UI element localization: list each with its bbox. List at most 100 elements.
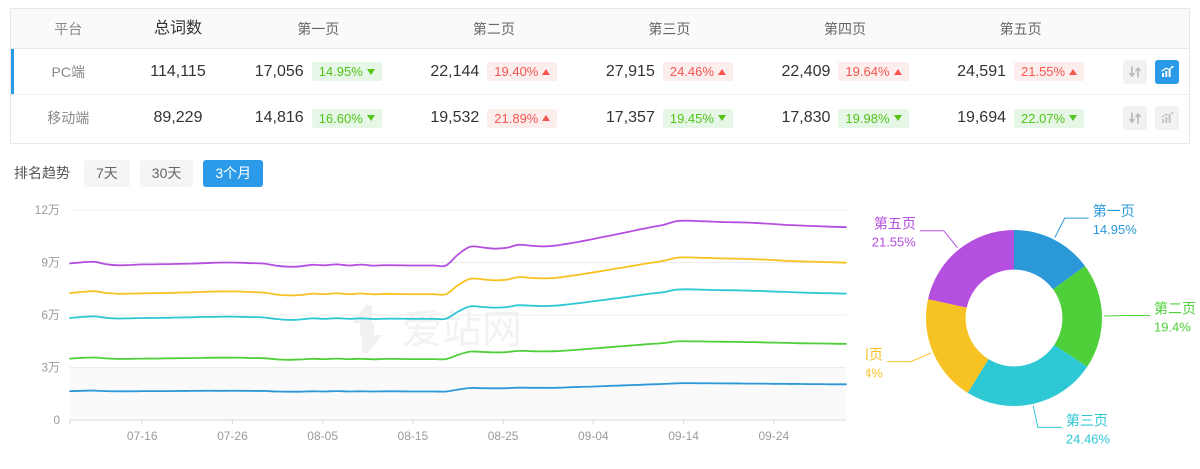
range-button-30d[interactable]: 30天 [139, 160, 194, 187]
column-header-page-1: 第一页 [297, 20, 340, 37]
donut-leader-line-4 [886, 352, 932, 363]
line-series-4 [69, 340, 847, 361]
donut-label-value-5: 21.55% [872, 235, 917, 250]
triangle-up-icon [1069, 68, 1078, 75]
page-distribution-donut-chart[interactable]: 第一页 14.95% 第二页 19.4% 第三页 24.46% 第四页 19.64% 第五页 21… [866, 190, 1196, 460]
page-count: 27,915 [605, 62, 655, 80]
row-selected-indicator [11, 95, 14, 141]
donut-slice-1[interactable] [1014, 230, 1086, 290]
x-axis-tick-label: 07-26 [217, 429, 248, 443]
cell-page-1: 17,056 14.95% [230, 62, 406, 81]
triangle-down-icon [893, 115, 902, 121]
column-header-total-keywords: 总词数 [153, 19, 202, 37]
watermark-text: 爱站网 [402, 307, 522, 353]
donut-slice-3[interactable] [967, 344, 1088, 406]
y-axis-tick-label: 0 [53, 413, 60, 427]
donut-slice-4[interactable] [926, 299, 989, 393]
percent-badge-down: 19.98% [838, 108, 909, 128]
range-button-7d[interactable]: 7天 [84, 160, 130, 187]
cell-platform: 移动端 [47, 110, 90, 126]
percent-badge-up: 19.64% [838, 62, 909, 81]
range-button-3m[interactable]: 3个月 [203, 160, 264, 187]
cell-page-5: 19,694 22.07% [933, 108, 1109, 128]
y-axis-tick-label: 6万 [41, 308, 60, 322]
donut-slice-5[interactable] [928, 230, 1014, 308]
percent-value: 21.55% [1021, 64, 1066, 79]
donut-label-name-2: 第二页 [1154, 301, 1196, 317]
column-header-page-3: 第三页 [648, 20, 691, 37]
cell-page-4: 17,830 19.98% [757, 108, 933, 128]
page-count: 17,056 [254, 62, 304, 80]
triangle-up-icon [717, 68, 726, 75]
donut-leader-line-1 [1054, 217, 1089, 238]
percent-badge-up: 19.40% [487, 62, 558, 81]
donut-leader-line-3 [1032, 405, 1062, 428]
page-count: 17,357 [605, 109, 655, 126]
triangle-down-icon [366, 115, 375, 121]
trend-title: 排名趋势 [14, 165, 70, 182]
column-header-page-5: 第五页 [999, 20, 1042, 37]
sort-arrows-icon[interactable] [1122, 59, 1147, 84]
page-count: 22,144 [430, 62, 480, 80]
row-selected-indicator [11, 49, 14, 94]
cell-total-keywords: 114,115 [150, 62, 206, 80]
cell-platform: PC端 [51, 63, 85, 80]
cell-page-4: 22,409 19.64% [757, 62, 933, 81]
percent-value: 22.07% [1021, 110, 1066, 126]
donut-leader-line-2 [1103, 315, 1150, 317]
ranking-summary-table: 平台 总词数 第一页 第二页 第三页 第四页 第五页 PC端 114,115 17,… [10, 8, 1190, 144]
cell-page-3: 27,915 24.46% [582, 62, 758, 81]
cell-page-2: 19,532 21.89% [406, 108, 582, 128]
line-series-5 [69, 382, 847, 393]
donut-slice-2[interactable] [1053, 266, 1102, 367]
percent-badge-down: 22.07% [1014, 108, 1085, 128]
page-count: 19,532 [430, 109, 480, 126]
table-row[interactable]: PC端 114,115 17,056 14.95% 22,144 19.40% 27,915… [11, 49, 1189, 95]
table-row[interactable]: 移动端 89,229 14,816 16.60% 19,532 21.89% 17,357 1… [11, 95, 1189, 141]
cell-actions [1108, 59, 1189, 84]
percent-value: 21.89% [494, 110, 539, 126]
x-axis-tick-label: 08-05 [307, 429, 338, 443]
column-header-page-4: 第四页 [824, 20, 866, 37]
y-axis-tick-label: 3万 [41, 361, 60, 375]
page-count: 19,694 [957, 109, 1006, 126]
percent-badge-down: 16.60% [311, 108, 382, 128]
y-axis-tick-label: 12万 [35, 203, 60, 217]
column-header-platform: 平台 [54, 20, 83, 37]
watermark: 爱站网 [352, 305, 522, 353]
percent-value: 19.40% [494, 64, 539, 79]
triangle-down-icon [366, 68, 375, 75]
table-header-row: 平台 总词数 第一页 第二页 第三页 第四页 第五页 [11, 9, 1189, 49]
cell-page-1: 14,816 16.60% [230, 108, 406, 128]
donut-label-name-5: 第五页 [874, 216, 916, 232]
page-count: 14,816 [254, 109, 304, 126]
donut-label-value-3: 24.46% [1066, 431, 1111, 446]
percent-badge-down: 14.95% [311, 62, 382, 81]
percent-value: 19.64% [845, 64, 890, 79]
triangle-up-icon [893, 68, 902, 75]
y-axis-tick-label: 9万 [41, 256, 60, 270]
triangle-up-icon [542, 115, 551, 121]
donut-label-value-4: 19.64% [866, 366, 883, 381]
page-count: 22,409 [781, 62, 831, 80]
x-axis-tick-label: 09-24 [758, 429, 789, 443]
cell-page-5: 24,591 21.55% [933, 62, 1109, 81]
donut-leader-line-5 [919, 230, 958, 249]
triangle-up-icon [542, 68, 551, 75]
line-series-3 [69, 288, 847, 321]
x-axis-tick-label: 08-25 [488, 429, 519, 443]
chart-band [70, 367, 846, 420]
trend-controls: 排名趋势 7天 30天 3个月 [14, 160, 264, 187]
x-axis-tick-label: 08-15 [398, 429, 429, 443]
bar-chart-icon[interactable] [1154, 59, 1179, 84]
donut-label-name-4: 第四页 [866, 347, 883, 363]
sort-arrows-icon[interactable] [1122, 106, 1147, 130]
x-axis-tick-label: 09-04 [578, 429, 609, 443]
donut-label-name-3: 第三页 [1066, 412, 1108, 428]
percent-value: 16.60% [318, 110, 363, 126]
line-series-2 [69, 256, 847, 297]
percent-value: 24.46% [669, 64, 714, 79]
cell-actions [1108, 106, 1189, 130]
bar-chart-icon[interactable] [1154, 106, 1179, 130]
